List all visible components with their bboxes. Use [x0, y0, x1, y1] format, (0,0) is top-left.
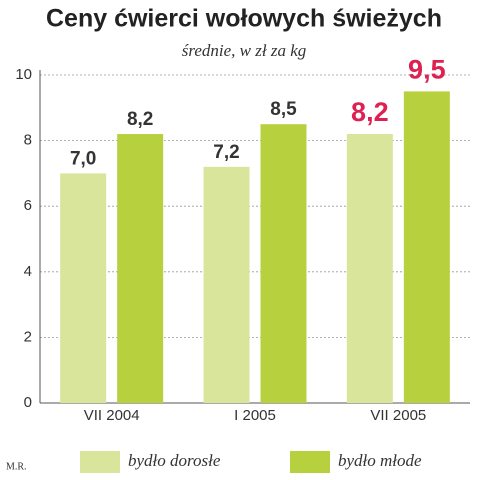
bar: [117, 134, 164, 404]
chart-title: Ceny ćwierci wołowych świeżych: [46, 5, 442, 33]
bar: [203, 166, 250, 403]
y-tick-label: 4: [24, 263, 32, 280]
legend-swatch: [290, 451, 330, 473]
value-label: 9,5: [408, 55, 446, 85]
value-label: 8,2: [127, 109, 153, 130]
y-tick-label: 0: [24, 394, 32, 411]
x-tick-label: VII 2004: [84, 407, 140, 424]
value-label: 8,5: [270, 99, 297, 120]
legend-swatch: [80, 451, 120, 473]
value-label: 8,2: [351, 97, 389, 127]
bar: [260, 124, 307, 403]
x-tick-label: VII 2005: [370, 407, 426, 424]
bar: [346, 134, 393, 404]
y-tick-label: 2: [24, 328, 32, 345]
bar: [403, 91, 450, 404]
y-tick-label: 6: [24, 197, 32, 214]
credit: M.R.: [6, 461, 27, 472]
y-tick-label: 8: [24, 132, 32, 149]
legend-label: bydło dorosłe: [128, 451, 221, 470]
value-label: 7,0: [70, 148, 96, 169]
bar: [60, 173, 107, 403]
y-tick-label: 10: [15, 66, 32, 83]
chart-subtitle: średnie, w zł za kg: [182, 41, 307, 60]
value-label: 7,2: [213, 142, 239, 163]
x-tick-label: I 2005: [234, 407, 276, 424]
legend-label: bydło młode: [338, 451, 422, 470]
